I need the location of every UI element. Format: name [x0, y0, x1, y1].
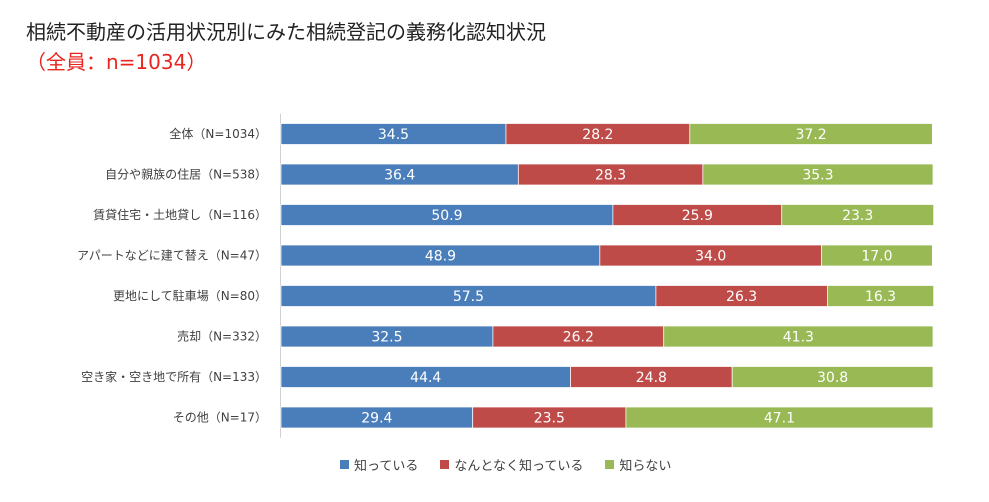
chart-subtitle: （全員：n=1034） [26, 50, 207, 74]
data-label: 50.9 [431, 208, 462, 224]
bar-segment-series-3 [625, 406, 934, 429]
chart-title: 相続不動産の活用状況別にみた相続登記の義務化認知状況 [26, 20, 546, 44]
legend-item-series-3: 知らない [605, 455, 671, 474]
data-label: 34.0 [695, 249, 726, 265]
data-label: 16.3 [865, 289, 896, 305]
category-label: 売却（N=332） [177, 329, 267, 344]
data-label: 26.3 [726, 289, 757, 305]
legend-item-series-1: 知っている [340, 455, 418, 474]
legend-item-series-2: なんとなく知っている [440, 455, 583, 474]
bar-segment-series-3 [827, 285, 935, 307]
data-label: 34.5 [378, 127, 409, 143]
legend-label: 知らない [619, 459, 672, 474]
data-label: 25.9 [682, 208, 713, 224]
bar-segment-series-3 [731, 366, 934, 388]
data-label: 28.3 [595, 168, 626, 184]
category-label: 自分や親族の住居（N=538） [105, 168, 267, 182]
legend: 知っている なんとなく知っている 知らない [0, 455, 989, 479]
category-label: その他（N=17） [173, 411, 267, 425]
data-label: 37.2 [795, 127, 826, 143]
bar-segment-series-3 [702, 163, 934, 186]
data-label: 17.0 [861, 249, 892, 265]
data-label: 36.4 [384, 168, 415, 184]
bar-segment-series-3 [781, 204, 935, 226]
data-label: 28.2 [582, 127, 613, 143]
data-label: 29.4 [361, 411, 392, 427]
data-label: 26.2 [563, 330, 594, 346]
category-label: 全体（N=1034） [169, 126, 267, 141]
bar-segment-series-3 [821, 244, 933, 267]
data-label: 30.8 [817, 370, 848, 386]
category-label: アパートなどに建て替え（N=47） [77, 249, 267, 263]
category-label: 更地にして駐車場（N=80） [113, 288, 267, 303]
legend-label: なんとなく知っている [454, 459, 584, 474]
data-label: 24.8 [636, 370, 667, 386]
legend-items: 知っている なんとなく知っている 知らない [340, 455, 671, 474]
data-label: 48.9 [425, 249, 456, 265]
bar-segment-series-3 [663, 325, 934, 348]
data-label: 23.5 [534, 411, 565, 427]
legend-label: 知っている [354, 459, 419, 474]
data-label: 23.3 [842, 208, 873, 224]
data-label: 32.5 [371, 330, 402, 346]
legend-swatch [340, 460, 349, 469]
data-label: 44.4 [410, 370, 441, 386]
legend-swatch [605, 460, 615, 469]
data-label: 35.3 [802, 168, 833, 184]
bar-segment-series-3 [689, 123, 933, 145]
data-label: 41.3 [783, 330, 814, 346]
legend-swatch [440, 460, 450, 469]
data-label: 57.5 [453, 289, 484, 305]
category-label: 賃貸住宅・土地貸し（N=116） [93, 207, 267, 222]
data-label: 47.1 [764, 411, 795, 427]
category-label: 空き家・空き地で所有（N=133） [81, 369, 267, 384]
